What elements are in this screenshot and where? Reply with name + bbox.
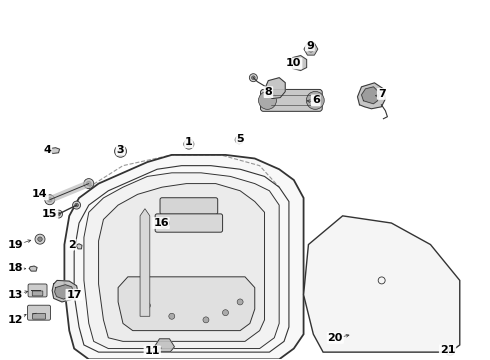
Text: 16: 16 [153, 218, 169, 228]
FancyBboxPatch shape [155, 214, 222, 232]
Circle shape [448, 348, 452, 352]
Polygon shape [76, 244, 82, 249]
Circle shape [75, 203, 78, 207]
Polygon shape [52, 280, 78, 302]
Text: 19: 19 [8, 239, 24, 249]
Polygon shape [154, 339, 174, 352]
Polygon shape [362, 87, 379, 104]
Text: 7: 7 [378, 89, 386, 99]
Polygon shape [118, 277, 255, 330]
Circle shape [306, 91, 324, 109]
Circle shape [38, 237, 42, 242]
Circle shape [57, 212, 60, 216]
Circle shape [145, 302, 150, 309]
Circle shape [73, 201, 80, 209]
Circle shape [118, 149, 123, 154]
Circle shape [87, 181, 91, 186]
Circle shape [162, 221, 167, 225]
Text: 5: 5 [236, 134, 244, 144]
FancyBboxPatch shape [261, 89, 322, 111]
Circle shape [308, 46, 314, 52]
Polygon shape [304, 216, 460, 352]
Circle shape [222, 310, 228, 316]
Polygon shape [50, 148, 59, 153]
Text: 1: 1 [185, 138, 193, 147]
Polygon shape [358, 83, 386, 109]
Text: 14: 14 [32, 189, 48, 199]
FancyBboxPatch shape [32, 314, 46, 319]
Text: 17: 17 [67, 290, 82, 300]
Circle shape [48, 198, 52, 202]
FancyBboxPatch shape [28, 284, 47, 297]
Polygon shape [84, 173, 279, 348]
Text: 12: 12 [8, 315, 24, 325]
FancyBboxPatch shape [160, 198, 218, 214]
Text: 18: 18 [8, 263, 24, 273]
Text: 4: 4 [44, 144, 51, 154]
Circle shape [445, 345, 455, 355]
Text: 3: 3 [117, 144, 124, 154]
FancyBboxPatch shape [32, 291, 43, 296]
Circle shape [203, 317, 209, 323]
Circle shape [169, 313, 175, 319]
Text: 10: 10 [286, 58, 301, 68]
Circle shape [187, 142, 191, 147]
Text: 15: 15 [42, 209, 57, 219]
Text: 11: 11 [145, 346, 160, 356]
Text: 20: 20 [328, 333, 343, 343]
Circle shape [159, 218, 170, 228]
Polygon shape [64, 155, 304, 359]
Circle shape [237, 138, 241, 141]
Circle shape [54, 210, 63, 218]
Polygon shape [140, 209, 150, 316]
Circle shape [84, 179, 94, 189]
Polygon shape [55, 285, 73, 299]
Text: 13: 13 [8, 290, 24, 300]
Polygon shape [291, 55, 307, 71]
Circle shape [259, 91, 276, 109]
Circle shape [237, 299, 243, 305]
FancyBboxPatch shape [27, 305, 50, 320]
Text: 21: 21 [440, 345, 455, 355]
Circle shape [184, 139, 194, 149]
Circle shape [249, 74, 257, 82]
Circle shape [251, 76, 255, 80]
Polygon shape [98, 184, 265, 341]
Circle shape [45, 195, 55, 205]
Polygon shape [265, 78, 285, 99]
Text: 9: 9 [306, 41, 314, 50]
Text: 6: 6 [312, 95, 319, 105]
Circle shape [235, 136, 243, 144]
Circle shape [35, 234, 45, 244]
Text: 8: 8 [265, 87, 272, 97]
Polygon shape [29, 266, 37, 271]
Text: 2: 2 [68, 239, 75, 249]
Circle shape [115, 145, 126, 157]
